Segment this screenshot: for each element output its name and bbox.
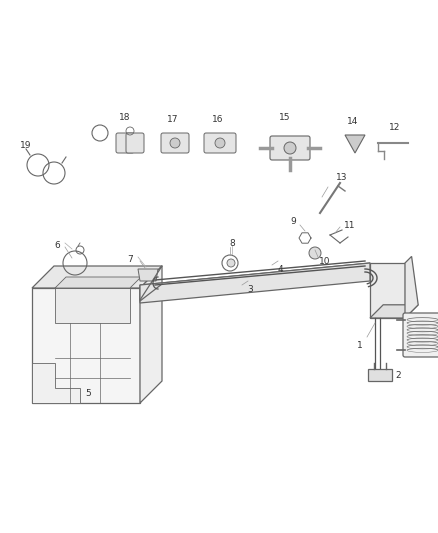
Text: 1: 1: [357, 341, 363, 350]
Text: 5: 5: [85, 389, 91, 398]
Polygon shape: [370, 305, 418, 318]
Text: 11: 11: [344, 221, 356, 230]
Text: 10: 10: [319, 256, 331, 265]
FancyBboxPatch shape: [161, 133, 189, 153]
Text: 19: 19: [20, 141, 32, 149]
Text: 2: 2: [395, 370, 401, 379]
Polygon shape: [140, 263, 370, 300]
Text: 14: 14: [347, 117, 359, 125]
Polygon shape: [55, 288, 130, 323]
Polygon shape: [32, 288, 140, 403]
Circle shape: [227, 259, 235, 267]
Text: 12: 12: [389, 123, 401, 132]
Polygon shape: [140, 263, 370, 303]
Polygon shape: [140, 266, 162, 403]
Text: 9: 9: [290, 217, 296, 227]
FancyBboxPatch shape: [116, 133, 134, 153]
Polygon shape: [32, 266, 162, 288]
Polygon shape: [405, 256, 418, 318]
Polygon shape: [138, 269, 158, 281]
Text: 8: 8: [229, 238, 235, 247]
Text: 7: 7: [127, 254, 133, 263]
Text: 13: 13: [336, 174, 348, 182]
Text: 16: 16: [212, 115, 224, 124]
Text: 15: 15: [279, 114, 291, 123]
Polygon shape: [55, 277, 141, 288]
Circle shape: [170, 138, 180, 148]
FancyBboxPatch shape: [270, 136, 310, 160]
Circle shape: [309, 247, 321, 259]
Circle shape: [284, 142, 296, 154]
FancyBboxPatch shape: [126, 133, 144, 153]
Polygon shape: [345, 135, 365, 153]
Text: 6: 6: [54, 240, 60, 249]
Circle shape: [215, 138, 225, 148]
Text: 3: 3: [247, 286, 253, 295]
Polygon shape: [368, 369, 392, 381]
Text: 18: 18: [119, 112, 131, 122]
Polygon shape: [32, 363, 80, 403]
Polygon shape: [370, 263, 405, 318]
FancyBboxPatch shape: [204, 133, 236, 153]
FancyBboxPatch shape: [403, 313, 438, 357]
Text: 17: 17: [167, 115, 179, 124]
Text: 4: 4: [277, 265, 283, 274]
